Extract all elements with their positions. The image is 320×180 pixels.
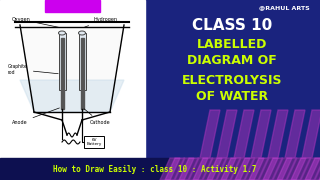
Polygon shape bbox=[268, 110, 288, 158]
Polygon shape bbox=[285, 110, 305, 158]
Polygon shape bbox=[230, 158, 250, 180]
Text: DIAGRAM OF: DIAGRAM OF bbox=[187, 55, 277, 68]
Text: ELECTROLYSIS: ELECTROLYSIS bbox=[182, 73, 282, 87]
Bar bbox=[0, 158, 320, 180]
Bar bbox=[45, 0, 100, 12]
Text: Hydrogen: Hydrogen bbox=[84, 17, 118, 27]
Polygon shape bbox=[200, 110, 220, 158]
Polygon shape bbox=[21, 25, 123, 112]
Polygon shape bbox=[300, 158, 320, 180]
Polygon shape bbox=[207, 158, 227, 180]
Bar bbox=[59, 33, 66, 90]
Polygon shape bbox=[179, 158, 199, 180]
Bar bbox=[61, 38, 64, 109]
Polygon shape bbox=[291, 158, 311, 180]
Text: 6V
Battery: 6V Battery bbox=[86, 138, 102, 146]
Ellipse shape bbox=[59, 31, 66, 35]
Polygon shape bbox=[165, 158, 185, 180]
Text: Cathode: Cathode bbox=[84, 109, 111, 125]
Polygon shape bbox=[174, 158, 194, 180]
Bar bbox=[0, 0, 145, 158]
Polygon shape bbox=[272, 158, 292, 180]
Text: How to Draw Easily : class 10 : Activity 1.7: How to Draw Easily : class 10 : Activity… bbox=[53, 165, 257, 174]
Polygon shape bbox=[258, 158, 278, 180]
Text: @RAHUL ARTS: @RAHUL ARTS bbox=[259, 6, 310, 10]
Polygon shape bbox=[286, 158, 306, 180]
Polygon shape bbox=[263, 158, 283, 180]
Polygon shape bbox=[193, 158, 213, 180]
Polygon shape bbox=[216, 158, 236, 180]
Polygon shape bbox=[20, 80, 124, 112]
Text: Anode: Anode bbox=[12, 108, 60, 125]
Polygon shape bbox=[202, 158, 222, 180]
Polygon shape bbox=[251, 110, 271, 158]
Text: CLASS 10: CLASS 10 bbox=[192, 17, 272, 33]
Polygon shape bbox=[302, 110, 320, 158]
Bar bbox=[81, 38, 84, 109]
Text: LABELLED: LABELLED bbox=[197, 37, 267, 51]
Polygon shape bbox=[234, 110, 254, 158]
Polygon shape bbox=[314, 158, 320, 180]
Polygon shape bbox=[221, 158, 241, 180]
Bar bbox=[79, 33, 86, 90]
Text: Graphite
rod: Graphite rod bbox=[8, 64, 58, 75]
Polygon shape bbox=[235, 158, 255, 180]
Polygon shape bbox=[217, 110, 237, 158]
Polygon shape bbox=[277, 158, 297, 180]
Text: OF WATER: OF WATER bbox=[196, 91, 268, 104]
Polygon shape bbox=[305, 158, 320, 180]
Text: Oxygen: Oxygen bbox=[12, 17, 59, 27]
Polygon shape bbox=[244, 158, 264, 180]
Polygon shape bbox=[188, 158, 208, 180]
Polygon shape bbox=[160, 158, 180, 180]
Polygon shape bbox=[249, 158, 269, 180]
Polygon shape bbox=[319, 158, 320, 180]
Ellipse shape bbox=[78, 31, 85, 35]
Bar bbox=[84, 136, 104, 148]
